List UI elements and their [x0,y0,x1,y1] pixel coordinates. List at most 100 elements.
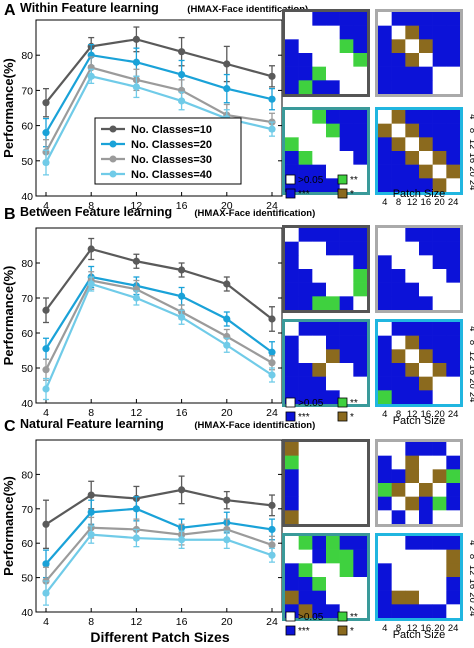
matrix-cell [405,228,420,242]
matrix-cell [405,335,420,350]
matrix-cell [326,39,340,54]
legend-marker [109,140,117,148]
legend-swatch [337,397,348,408]
matrix-frame [282,319,370,407]
matrix-x-tick-label: 12 [407,409,418,420]
matrix-cell [391,53,406,67]
matrix-cell [446,123,461,138]
matrix-cell [285,12,299,26]
matrix-cell [298,469,313,484]
matrix-cell [298,123,313,138]
matrix-y-tick-label: 20 [467,592,474,603]
series-2 [42,496,276,579]
x-tick-label: 20 [221,200,233,212]
y-tick-label: 50 [21,363,33,375]
legend-swatch [337,625,348,636]
matrix-cell [446,110,461,124]
data-point [42,589,50,597]
matrix-frame [375,439,463,527]
matrix-cell [312,164,327,179]
matrix-cell [339,590,354,605]
matrix-cell [446,178,461,193]
matrix-cell [298,53,313,67]
matrix-cell [378,496,392,511]
matrix-cell [353,123,368,138]
data-point [223,280,231,288]
matrix-cell [446,469,461,484]
matrix-cell [312,296,327,311]
matrix-cell [432,376,447,391]
matrix-cell [326,228,340,242]
matrix-cell [339,335,354,350]
axes-box [35,227,283,404]
matrix-cell [419,604,433,619]
matrix-cell [378,483,392,497]
matrix-cell [285,322,299,336]
matrix-cell [298,549,313,564]
matrix-cell [391,12,406,26]
y-tick-label: 70 [21,85,33,97]
x-tick-label: 12 [131,616,143,628]
matrix-cell [405,178,420,193]
matrix-cell [353,496,368,511]
data-point [42,366,50,374]
matrix-cell [432,110,447,124]
x-tick-label: 12 [131,200,143,212]
matrix-x-tick-label: 16 [421,409,432,420]
matrix-cell [298,282,313,297]
matrix-cell [285,110,299,124]
patch-size-label: Patch Size [393,188,446,200]
matrix-cell [432,390,447,405]
matrix-cell [312,53,327,67]
matrix-cell [446,241,461,256]
matrix-cell [353,66,368,81]
matrix-cell [326,178,340,193]
matrix-cell [312,80,327,95]
matrix-cell [446,296,461,311]
matrix-cell [326,604,340,619]
series-1 [42,237,276,332]
data-point [178,97,186,105]
matrix-cell [391,510,406,525]
matrix-cell [378,296,392,311]
chart-title: Within Feature learning [20,1,159,15]
matrix-cell [285,137,299,152]
matrix-cell [353,549,368,564]
line-chart-b: B Between Feature learning (HMAX-Face iden… [1,205,315,419]
matrix-cell [353,604,368,619]
legend-label: *** [298,626,310,637]
matrix-y-tick-label: 16 [467,365,474,376]
matrix-cell [432,496,447,511]
matrix-cell [339,66,354,81]
line-chart-a: A Within Feature learning (HMAX-Face ident… [1,1,308,212]
matrix-cell [391,390,406,405]
matrix-cell [326,66,340,81]
matrix-cell [432,269,447,283]
matrix-cell [391,151,406,165]
matrix-x-tick-label: 12 [407,197,418,208]
y-axis-label: Performance(%) [1,58,16,158]
matrix-x-tick-label: 24 [448,623,459,634]
matrix-cell [432,563,447,578]
matrix-y-tick-label: 12 [467,139,474,150]
significance-matrix [282,9,370,97]
matrix-cell [446,536,461,550]
matrix-cell [326,496,340,511]
matrix-y-tick-label: 8 [467,554,474,559]
matrix-cell [432,123,447,138]
matrix-cell [298,12,313,26]
matrix-cell [378,12,392,26]
matrix-cell [419,536,433,550]
matrix-cell [353,178,368,193]
matrix-cell [353,349,368,364]
matrix-y-tick-label: 16 [467,153,474,164]
matrix-cell [419,241,433,256]
matrix-cell [391,483,406,497]
matrix-cell [432,66,447,81]
matrix-cell [298,563,313,578]
matrix-cell [446,442,461,456]
matrix-y-tick-label: 12 [467,351,474,362]
significance-matrix [375,533,463,621]
matrix-frame [375,225,463,313]
matrix-cell [298,510,313,525]
